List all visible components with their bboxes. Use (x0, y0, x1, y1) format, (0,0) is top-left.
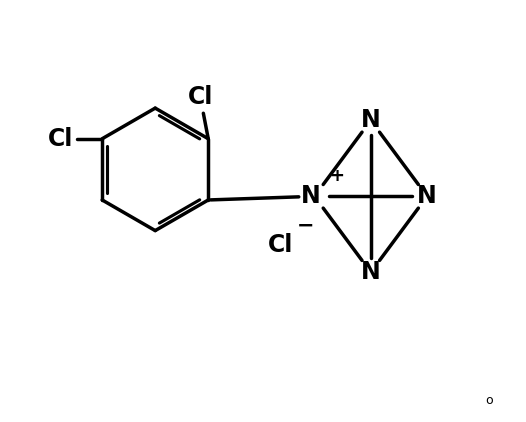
Text: N: N (361, 108, 381, 133)
Text: Cl: Cl (188, 85, 214, 109)
Text: N: N (361, 260, 381, 284)
Text: +: + (329, 167, 344, 185)
Text: N: N (417, 184, 437, 208)
Text: −: − (297, 216, 315, 235)
Text: N: N (301, 184, 320, 208)
Text: Cl: Cl (47, 127, 73, 151)
Text: o: o (485, 394, 493, 407)
Text: Cl: Cl (267, 233, 293, 257)
